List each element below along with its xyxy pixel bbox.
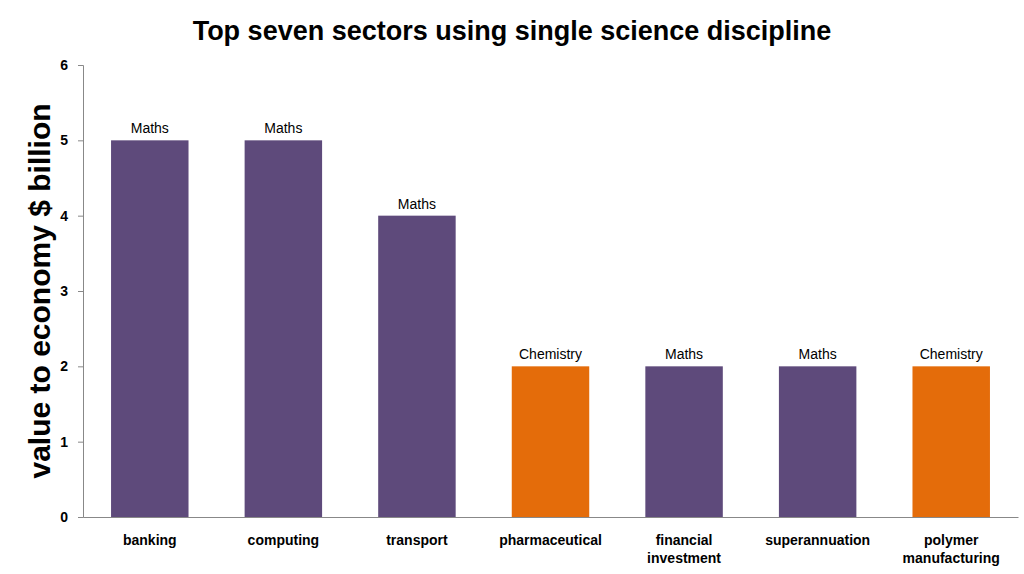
bar [912,366,989,517]
annotation: Chemistry [519,346,582,362]
x-tick: financial investment [647,532,721,566]
bar [645,366,722,517]
y-tick: 3 [60,283,83,299]
x-tick-label-line: polymer [924,532,979,548]
y-axis-line [78,66,84,518]
x-tick-label-line: financial [656,532,713,548]
annotation: Maths [665,346,703,362]
annotation: Maths [799,346,837,362]
bar [111,140,188,517]
x-tick-label-line: banking [123,532,177,548]
chart: Top seven sectors using single science d… [0,0,1024,574]
y-tick-label: 2 [60,358,68,374]
x-tick-label: transport [386,532,448,548]
x-tick-label-line: computing [248,532,320,548]
y-tick-mark [78,291,83,292]
x-tick-label: polymer manufacturing [903,532,1000,566]
annotation: Chemistry [920,346,983,362]
bars [111,140,990,517]
y-tick: 1 [60,434,83,450]
x-axis-line [84,517,1019,518]
annotation: Maths [264,120,302,136]
y-tick-label: 1 [60,434,68,450]
x-tick-label: computing [248,532,320,548]
bar [779,366,856,517]
x-tick: banking [123,532,177,548]
x-tick-label: superannuation [765,532,870,548]
title: Top seven sectors using single science d… [193,16,832,46]
x-tick-label: banking [123,532,177,548]
annotations: Maths Maths Maths Chemistry Maths Maths Chemis… [131,120,983,362]
y-tick-mark [78,517,83,518]
bar [512,366,589,517]
bar [378,216,455,517]
x-tick-label: financial investment [647,532,721,566]
x-tick-label-line: pharmaceutical [499,532,602,548]
x-tick: superannuation [765,532,870,548]
x-tick: polymer manufacturing [903,532,1000,566]
y-tick-label: 6 [60,57,68,73]
x-tick: pharmaceutical [499,532,602,548]
annotation: Maths [398,196,436,212]
y-tick-mark [78,366,83,367]
x-tick-label-line: transport [386,532,448,548]
y-tick-label: 5 [60,132,68,148]
y-tick: 5 [60,132,83,148]
y-tick-label: 0 [60,509,68,525]
y-tick: 2 [60,358,83,374]
y-tick: 0 [60,509,83,525]
y-axis: 0 1 2 3 4 5 6 [60,57,83,525]
x-tick: transport [386,532,448,548]
x-tick-label-line: manufacturing [903,550,1000,566]
y-axis-title: value to economy $ billion [23,103,56,478]
annotation: Maths [131,120,169,136]
y-tick-label: 4 [60,208,68,224]
x-axis: banking computing transport pharmaceutical f… [84,518,1019,567]
y-tick-label: 3 [60,283,68,299]
y-tick-mark [78,140,83,141]
y-tick-mark [78,216,83,217]
x-tick-label-line: investment [647,550,721,566]
x-tick-label-line: superannuation [765,532,870,548]
bar [245,140,322,517]
y-tick: 6 [60,57,83,73]
y-tick: 4 [60,208,83,224]
x-tick: computing [248,532,320,548]
y-tick-mark [78,442,83,443]
y-tick-mark [78,65,83,66]
x-tick-label: pharmaceutical [499,532,602,548]
